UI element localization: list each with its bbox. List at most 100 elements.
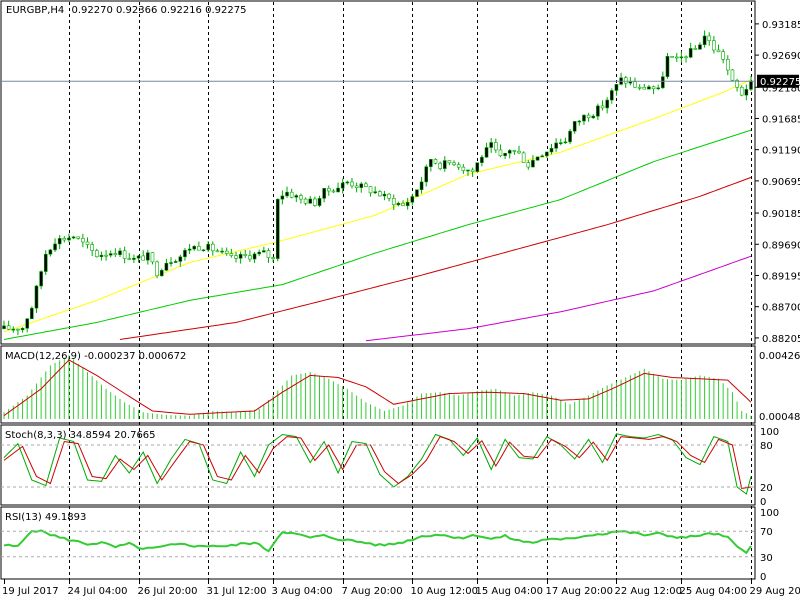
candle-body <box>248 255 252 260</box>
candle-body <box>582 114 586 122</box>
candle-body <box>373 191 377 194</box>
candle-body <box>113 253 118 255</box>
rsi-level-label: 70 <box>760 527 773 538</box>
candle-body <box>494 142 498 151</box>
candle-body <box>192 246 197 250</box>
candle-body <box>252 253 257 260</box>
candle-body <box>600 105 605 109</box>
candle-body <box>67 237 71 241</box>
stoch-level-label: 100 <box>760 427 779 438</box>
candle-body <box>415 189 419 197</box>
price-panel-frame <box>0 0 756 345</box>
candle-body <box>507 150 512 154</box>
candle-body <box>146 252 150 261</box>
rsi-panel-frame <box>0 506 756 580</box>
price-label: 0.89690 <box>762 240 800 251</box>
price-label: 0.91685 <box>762 114 800 125</box>
candle-body <box>303 198 308 204</box>
candle-body <box>480 156 484 164</box>
candle-body <box>521 152 526 163</box>
candle-body <box>429 159 433 168</box>
candle-body <box>391 197 396 206</box>
candle-body <box>424 166 429 183</box>
stoch-level-label: 80 <box>760 441 773 452</box>
candle-body <box>698 44 702 50</box>
candle-body <box>57 238 62 245</box>
candle-body <box>159 270 164 277</box>
candle-body <box>94 250 99 257</box>
candle-body <box>684 56 688 59</box>
candle-body <box>2 325 6 330</box>
candle-body <box>702 35 707 46</box>
candle-body <box>187 248 192 251</box>
time-label: 19 Jul 2017 <box>2 586 59 597</box>
candle-body <box>326 188 331 192</box>
candle-body <box>452 162 456 165</box>
candle-body <box>368 186 373 194</box>
price-label: 0.88205 <box>762 334 800 345</box>
rsi-label: RSI(13) 49.1893 <box>5 512 86 523</box>
stoch-panel-frame <box>0 424 756 506</box>
time-label: 15 Aug 04:00 <box>476 586 543 597</box>
candle-body <box>364 183 368 187</box>
candle-body <box>596 105 600 117</box>
candle-body <box>234 255 238 259</box>
price-label: 0.88700 <box>762 303 800 314</box>
candle-body <box>62 238 67 241</box>
candle-body <box>475 162 480 172</box>
period-separators <box>69 2 752 579</box>
candle-body <box>572 121 577 132</box>
candle-body <box>164 262 169 271</box>
candle-body <box>558 142 563 144</box>
stoch-series <box>3 433 752 495</box>
candle-body <box>266 250 271 258</box>
candle-body <box>299 195 303 200</box>
rsi-level-label: 30 <box>760 553 773 564</box>
candle-body <box>150 252 155 263</box>
stoch-level-label: 0 <box>760 497 766 508</box>
price-label: 0.90695 <box>762 177 800 188</box>
time-label: 7 Aug 20:00 <box>342 586 403 597</box>
candle-body <box>712 40 716 51</box>
time-label: 24 Jul 04:00 <box>68 586 128 597</box>
candle-body <box>693 48 698 50</box>
time-label: 31 Jul 12:00 <box>207 586 267 597</box>
candle-body <box>81 238 85 243</box>
ohlc-values: 0.92270 0.92366 0.92216 0.92275 <box>71 5 246 16</box>
candle-body <box>656 87 661 90</box>
candle-body <box>85 241 90 245</box>
candle-body <box>322 188 326 199</box>
current-price-box <box>757 74 799 88</box>
candle-body <box>43 253 48 272</box>
candle-body <box>549 148 554 153</box>
candle-body <box>563 141 568 144</box>
price-label: 0.92690 <box>762 51 800 62</box>
candle-body <box>647 86 651 90</box>
candle-body <box>749 80 753 90</box>
moving-average-line <box>3 79 752 333</box>
price-axis: 0.93185 0.92690 0.92180 0.91685 0.91190 0.906… <box>755 20 800 345</box>
candle-body <box>220 250 224 253</box>
candle-body <box>438 162 442 169</box>
candle-body <box>71 236 76 239</box>
candle-body <box>382 193 387 197</box>
candle-body <box>466 169 470 172</box>
candle-body <box>197 246 201 251</box>
candle-body <box>169 262 173 264</box>
time-label: 3 Aug 04:00 <box>272 586 333 597</box>
candle-body <box>642 86 647 90</box>
macd-bottom-value: 0.000485 <box>759 412 800 423</box>
candle-body <box>661 76 665 89</box>
candle-body <box>674 56 679 59</box>
macd-label: MACD(12,26,9) -0.000237 0.000672 <box>5 351 186 362</box>
candle-body <box>586 114 591 119</box>
candle-body <box>633 81 637 88</box>
candle-body <box>744 89 749 96</box>
macd-panel-frame <box>0 345 756 424</box>
candle-body <box>132 257 136 260</box>
candle-body <box>331 190 336 193</box>
candle-body <box>721 51 725 60</box>
candle-body <box>554 142 558 149</box>
candle-body <box>313 198 317 206</box>
